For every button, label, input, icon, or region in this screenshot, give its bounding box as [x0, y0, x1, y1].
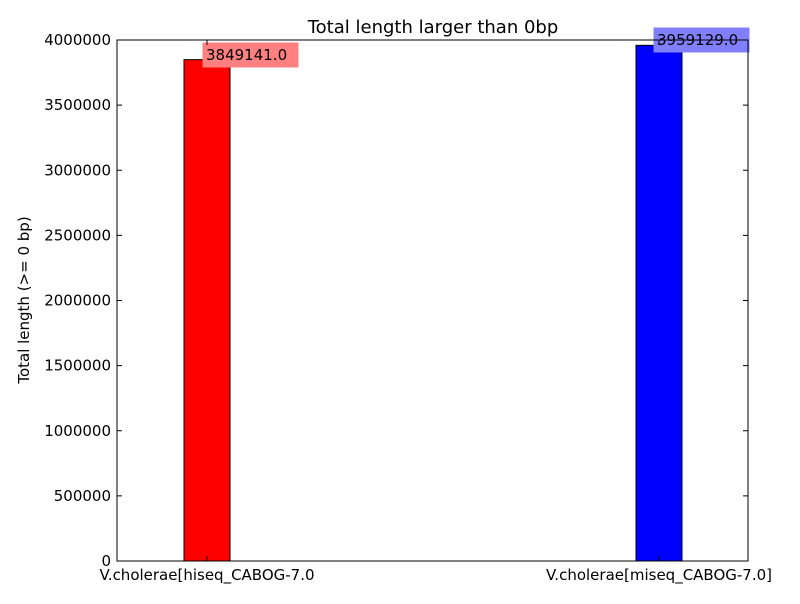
bar-1	[183, 59, 231, 562]
y-tick-label-5: 2500000	[44, 226, 111, 244]
y-axis-label: Total length (>= 0 bp)	[15, 216, 33, 384]
value-label-1: 3849141.0	[206, 46, 287, 64]
y-tick-label-8: 4000000	[44, 31, 111, 49]
y-tick-label-2: 1000000	[44, 422, 111, 440]
y-tick-label-7: 3500000	[44, 96, 111, 114]
axes-layer: 0 500000 1000000 1500000 2000000 2500000 30000…	[44, 31, 772, 585]
x-tick-label-1: V.cholerae[hiseq_CABOG-7.0	[99, 566, 314, 585]
x-tick-label-2: V.cholerae[miseq_CABOG-7.0]	[546, 566, 772, 585]
y-tick-label-6: 3000000	[44, 161, 111, 179]
y-tick-label-4: 2000000	[44, 292, 111, 310]
value-label-box-1	[202, 42, 299, 68]
y-tick-label-1: 500000	[54, 487, 111, 505]
y-tick-label-0: 0	[101, 552, 111, 570]
bar-2	[635, 44, 683, 562]
chart-title: Total length larger than 0bp	[307, 17, 559, 38]
y-tick-label-3: 1500000	[44, 357, 111, 375]
